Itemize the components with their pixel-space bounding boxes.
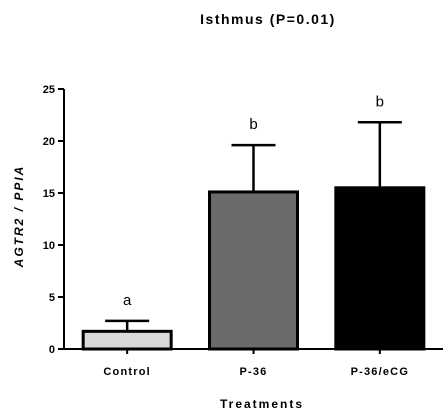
bar-p-36 xyxy=(208,190,299,351)
bar-control xyxy=(81,329,173,351)
significance-letter: a xyxy=(123,292,132,309)
chart-title: Isthmus (P=0.01) xyxy=(200,11,336,27)
y-tick-label: 25 xyxy=(43,84,55,96)
y-tick-label: 0 xyxy=(49,344,55,356)
significance-letter: b xyxy=(376,93,384,110)
x-tick-label: P-36 xyxy=(239,366,267,378)
x-tick-label: P-36/eCG xyxy=(351,366,410,378)
y-tick-label: 15 xyxy=(43,188,55,200)
y-tick-label: 20 xyxy=(43,136,55,148)
y-tick-label: 10 xyxy=(43,240,55,252)
significance-letter: b xyxy=(249,116,257,133)
bars: Control a P-36 b P-36/eCG b xyxy=(81,93,426,378)
y-ticks: 0 5 10 15 20 25 xyxy=(43,84,64,356)
bar-p-36-ecg xyxy=(334,186,426,351)
x-tick-label: Control xyxy=(103,366,151,378)
y-tick-label: 5 xyxy=(49,292,55,304)
x-axis-label: Treatments xyxy=(220,397,304,411)
y-axis-label: AGTR2 / PPIA xyxy=(12,165,26,269)
